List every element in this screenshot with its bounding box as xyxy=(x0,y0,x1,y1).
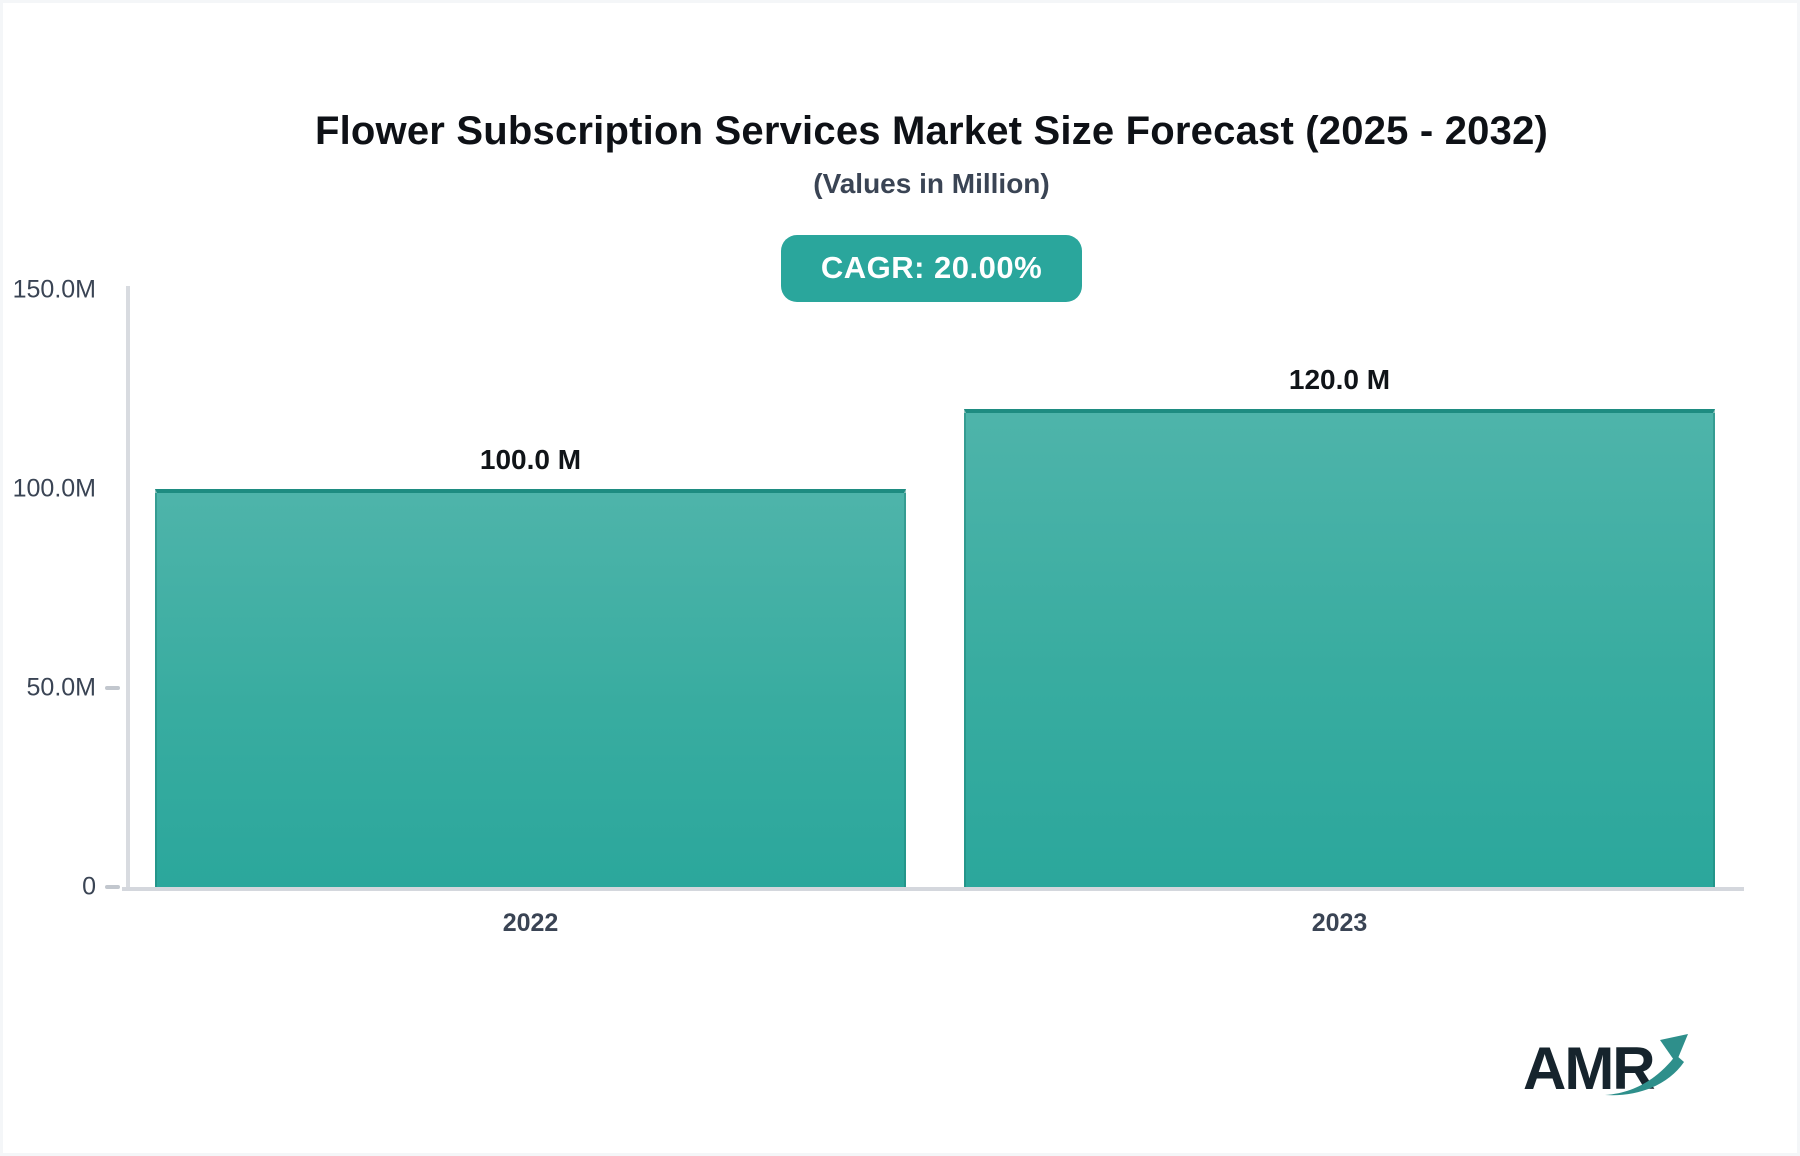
amr-logo: AMR xyxy=(1523,1034,1688,1102)
y-tick-label: 50.0M xyxy=(26,673,96,702)
x-axis-line xyxy=(122,887,1744,891)
plot-area: 100.0 M 2022 120.0 M 2023 xyxy=(122,286,1744,937)
y-axis-labels: 150.0M 100.0M 50.0M 0 xyxy=(3,276,126,901)
bar-band: 100.0 M 2022 xyxy=(126,290,935,937)
chart-header: Flower Subscription Services Market Size… xyxy=(126,3,1737,302)
growth-arrow-icon xyxy=(1605,1034,1688,1096)
x-axis-category-label: 2023 xyxy=(1311,909,1368,937)
bar-value-label: 120.0 M xyxy=(1288,364,1391,396)
cagr-badge: CAGR: 20.00% xyxy=(780,235,1083,302)
bar-value-label: 100.0 M xyxy=(479,444,582,476)
chart-subtitle: (Values in Million) xyxy=(813,168,1050,199)
y-tick-mark xyxy=(105,885,120,889)
bar-2023 xyxy=(964,409,1715,887)
y-tick-label: 150.0M xyxy=(12,275,96,304)
y-tick-label: 100.0M xyxy=(12,474,96,503)
x-axis-category-label: 2022 xyxy=(502,909,559,937)
chart-title: Flower Subscription Services Market Size… xyxy=(314,109,1549,153)
bar-2022 xyxy=(155,489,906,887)
y-tick-mark xyxy=(105,686,120,690)
y-axis-line xyxy=(126,286,130,887)
bar-band: 120.0 M 2023 xyxy=(935,290,1744,937)
bar-series: 100.0 M 2022 120.0 M 2023 xyxy=(126,290,1744,937)
y-tick-label: 0 xyxy=(82,872,96,901)
